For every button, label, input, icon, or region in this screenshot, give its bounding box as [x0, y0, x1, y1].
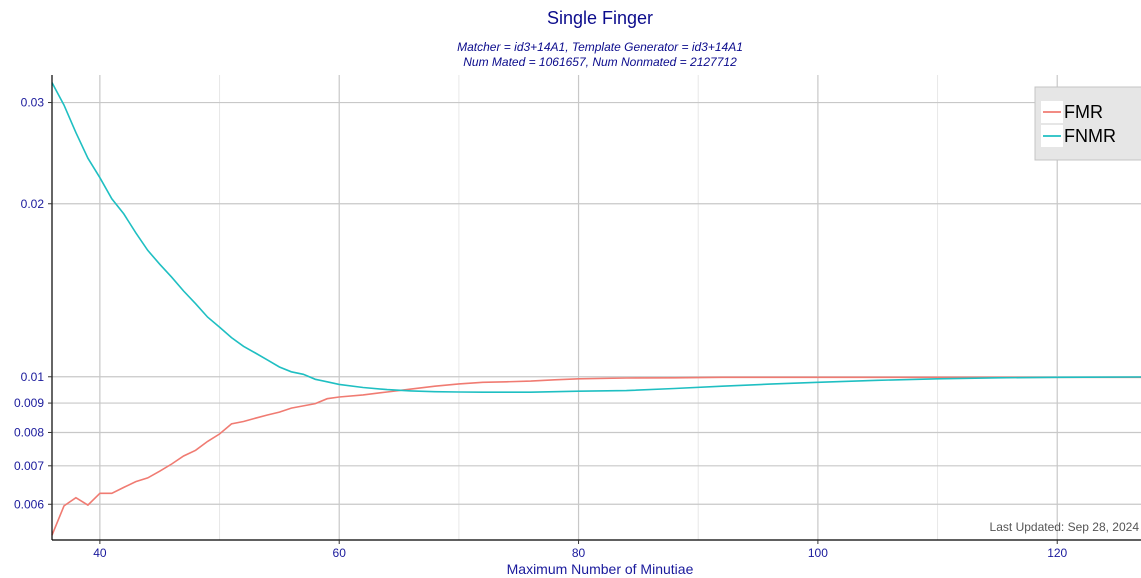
legend-box [1034, 86, 1141, 161]
chart-subtitle-line-2: Num Mated = 1061657, Num Nonmated = 2127… [463, 55, 737, 69]
series-line-fnmr [51, 82, 1141, 394]
legend: FMR FNMR [1034, 86, 1141, 161]
minor-grid [219, 75, 939, 540]
series-lines [51, 82, 1141, 536]
y-tick-label: 0.03 [21, 96, 45, 110]
y-tick-label: 0.007 [14, 459, 44, 473]
x-tick-label: 80 [572, 546, 586, 560]
x-tick-label: 100 [808, 546, 828, 560]
last-updated-note: Last Updated: Sep 28, 2024 [990, 520, 1140, 534]
y-tick-label: 0.008 [14, 425, 44, 439]
series-line-fmr [51, 376, 1141, 536]
y-tick-label: 0.006 [14, 497, 44, 511]
y-tick-label: 0.02 [21, 197, 45, 211]
y-axis-ticks: 0.006 0.007 0.008 0.009 0.01 0.02 0.03 [14, 96, 52, 511]
y-tick-label: 0.009 [14, 396, 44, 410]
chart-subtitle-line-1: Matcher = id3+14A1, Template Generator =… [457, 40, 743, 54]
x-tick-label: 120 [1047, 546, 1067, 560]
legend-label-fnmr: FNMR [1064, 126, 1116, 146]
x-axis-ticks: 40 60 80 100 120 [93, 540, 1068, 560]
legend-label-fmr: FMR [1064, 102, 1103, 122]
chart-title: Single Finger [547, 8, 653, 28]
y-tick-label: 0.01 [21, 370, 45, 384]
plot-area [52, 75, 1141, 540]
x-axis-label: Maximum Number of Minutiae [507, 561, 694, 577]
x-tick-label: 60 [333, 546, 347, 560]
x-tick-label: 40 [93, 546, 107, 560]
